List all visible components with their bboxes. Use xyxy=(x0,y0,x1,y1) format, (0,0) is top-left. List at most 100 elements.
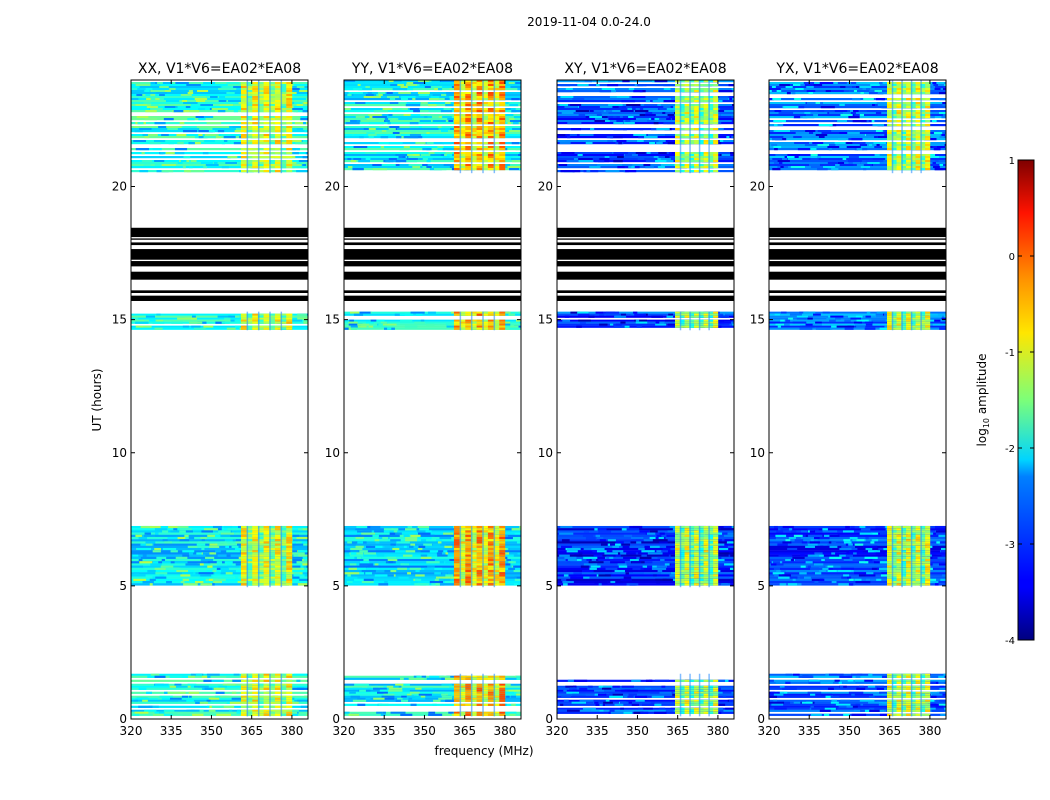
noise-speckle xyxy=(204,528,219,531)
rfi-cell xyxy=(246,550,253,553)
rfi-cell xyxy=(679,166,685,169)
noise-speckle xyxy=(228,100,242,103)
background-row xyxy=(344,164,521,167)
rfi-cell xyxy=(252,170,259,173)
rfi-cell xyxy=(459,532,466,535)
rfi-cell xyxy=(689,565,695,568)
rfi-cell xyxy=(263,574,270,577)
rfi-cell xyxy=(499,687,506,690)
rfi-cell xyxy=(465,82,472,85)
rfi-cell xyxy=(274,583,281,586)
channel-line xyxy=(698,80,701,174)
noise-speckle xyxy=(426,561,440,564)
rfi-cell xyxy=(499,327,506,330)
rfi-cell xyxy=(482,541,489,544)
rfi-cell xyxy=(252,92,259,95)
noise-speckle xyxy=(516,691,521,694)
noise-speckle xyxy=(615,541,624,544)
noise-speckle xyxy=(219,534,231,538)
noise-speckle xyxy=(447,118,454,121)
rfi-cell xyxy=(240,554,247,557)
rfi-cell xyxy=(679,84,685,87)
rfi-cell xyxy=(246,673,253,676)
noise-speckle xyxy=(291,567,304,571)
noise-speckle xyxy=(651,128,657,131)
rfi-cell xyxy=(482,550,489,553)
rfi-cell xyxy=(487,114,494,117)
noise-speckle xyxy=(357,84,361,87)
rfi-cell xyxy=(499,154,506,157)
rfi-cell xyxy=(675,100,681,103)
rfi-cell xyxy=(698,530,704,533)
rfi-cell xyxy=(679,550,685,553)
noise-speckle xyxy=(586,170,591,173)
rfi-cell xyxy=(453,120,460,123)
noise-speckle xyxy=(419,528,429,531)
noise-speckle xyxy=(233,142,243,145)
rfi-cell xyxy=(698,679,704,682)
noise-speckle xyxy=(159,94,165,97)
noise-speckle xyxy=(621,100,636,103)
noise-speckle xyxy=(297,583,308,586)
rfi-cell xyxy=(694,565,700,568)
rfi-cell xyxy=(482,148,489,151)
background-row xyxy=(557,572,734,575)
rfi-cell xyxy=(476,558,483,562)
noise-speckle xyxy=(623,695,628,698)
noise-speckle xyxy=(383,528,394,531)
rfi-cell xyxy=(274,140,281,143)
rfi-cell xyxy=(246,313,253,316)
rfi-cell xyxy=(269,567,276,571)
noise-speckle xyxy=(607,539,616,542)
rfi-cell xyxy=(252,106,259,109)
rfi-cell xyxy=(675,170,681,173)
noise-speckle xyxy=(238,556,243,560)
rfi-cell xyxy=(252,701,259,704)
rfi-cell xyxy=(482,525,489,529)
noise-speckle xyxy=(134,130,143,133)
noise-speckle xyxy=(714,543,728,546)
noise-speckle xyxy=(666,108,677,111)
rfi-cell xyxy=(459,543,466,546)
noise-speckle xyxy=(195,100,206,103)
rfi-cell xyxy=(487,136,494,139)
rfi-cell xyxy=(476,319,483,322)
rfi-cell xyxy=(269,118,276,121)
rfi-cell xyxy=(269,711,276,714)
noise-speckle xyxy=(302,110,308,113)
noise-speckle xyxy=(601,88,616,91)
rfi-cell xyxy=(482,687,489,690)
background-row xyxy=(131,140,308,143)
rfi-cell xyxy=(689,554,695,557)
background-row xyxy=(344,556,521,560)
noise-speckle xyxy=(348,321,358,324)
channel-line xyxy=(708,80,710,174)
rfi-cell xyxy=(476,563,483,566)
background-row xyxy=(344,545,521,549)
noise-speckle xyxy=(567,558,577,562)
rfi-cell xyxy=(453,695,460,698)
rfi-cell xyxy=(274,315,281,318)
rfi-cell xyxy=(246,164,253,167)
rfi-cell xyxy=(459,699,466,702)
rfi-cell xyxy=(257,572,264,575)
rfi-cell xyxy=(470,88,477,91)
rfi-cell xyxy=(465,130,472,133)
rfi-cell xyxy=(487,327,494,330)
noise-speckle xyxy=(661,550,668,553)
noise-speckle xyxy=(382,711,386,714)
rfi-cell xyxy=(280,90,287,93)
rfi-cell xyxy=(240,709,247,712)
rfi-cell xyxy=(269,556,276,560)
noise-speckle xyxy=(591,558,597,562)
noise-speckle xyxy=(367,685,372,688)
rfi-cell xyxy=(257,563,264,566)
noise-speckle xyxy=(179,108,188,111)
noise-speckle xyxy=(508,689,521,692)
rfi-cell xyxy=(269,685,276,688)
rfi-cell xyxy=(286,552,293,555)
noise-speckle xyxy=(610,543,616,546)
noise-speckle xyxy=(143,325,152,328)
rfi-cell xyxy=(269,130,276,133)
rfi-cell xyxy=(698,552,704,555)
